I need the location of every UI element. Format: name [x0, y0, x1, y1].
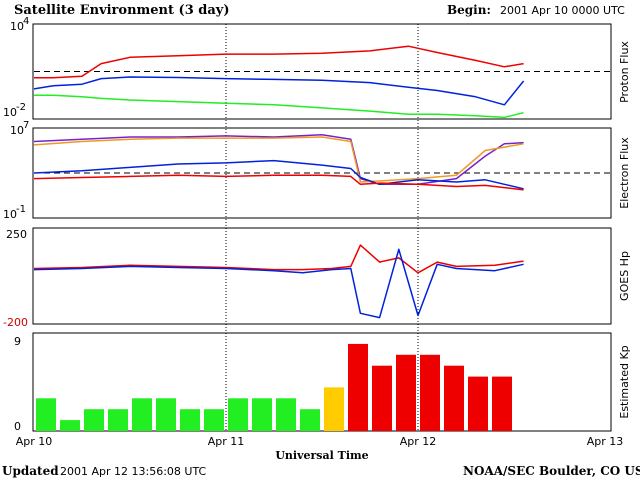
proton-series-green	[34, 94, 524, 119]
proton-ytick-bottom-exp: -2	[16, 102, 26, 113]
credit-text: NOAA/SEC Boulder, CO USA	[463, 464, 640, 478]
kp-bar	[156, 398, 176, 431]
kp-panel-label: Estimated Kp	[618, 345, 631, 418]
electron-series-orange	[33, 136, 524, 183]
electron-series-blue	[33, 159, 524, 190]
proton-panel-frame	[32, 23, 612, 120]
kp-bar	[492, 376, 512, 431]
proton-series-red	[34, 45, 524, 79]
xtick-apr10: Apr 10	[16, 435, 53, 448]
electron-ytick-top-base: 10	[10, 124, 24, 137]
xtick-apr11: Apr 11	[208, 435, 245, 448]
kp-bar	[468, 376, 488, 431]
updated-value: 2001 Apr 12 13:56:08 UTC	[60, 465, 207, 478]
x-axis-label: Universal Time	[275, 449, 368, 462]
goes-ytick-bottom: -200	[3, 316, 28, 329]
kp-bar	[444, 365, 464, 431]
xtick-apr13: Apr 13	[587, 435, 624, 448]
kp-bar	[396, 354, 416, 431]
goes-ytick-top: 250	[6, 228, 27, 241]
kp-ytick-top: 9	[14, 335, 21, 348]
chart-marks	[33, 45, 611, 431]
chart-title: Satellite Environment (3 day)	[14, 3, 229, 18]
proton-series-blue	[33, 76, 525, 106]
electron-panel-frame	[32, 127, 612, 219]
kp-bar	[132, 398, 152, 431]
goes_hp-series-red	[33, 244, 524, 274]
kp-ytick-bottom: 0	[14, 420, 21, 433]
electron-ytick-bottom-exp: -1	[16, 204, 26, 215]
electron-series-purple	[33, 134, 524, 186]
proton-panel-label: Proton Flux	[618, 41, 631, 103]
kp-bar	[180, 409, 200, 431]
kp-bar	[300, 409, 320, 431]
kp-bar	[84, 409, 104, 431]
kp-panel-frame	[32, 332, 612, 432]
electron-ytick-bottom-base: 10	[3, 208, 17, 221]
begin-value: 2001 Apr 10 0000 UTC	[500, 4, 625, 17]
day-separators	[225, 24, 419, 431]
updated-label: Updated	[2, 464, 59, 478]
goes-hp-panel-frame	[32, 227, 612, 325]
kp-bar	[36, 398, 56, 431]
kp-bar	[348, 343, 368, 431]
electron-series-red	[33, 174, 524, 191]
goes-hp-panel-label: GOES Hp	[618, 251, 631, 301]
kp-bar	[60, 420, 80, 431]
kp-bar	[204, 409, 224, 431]
xtick-apr12: Apr 12	[400, 435, 437, 448]
kp-bar	[108, 409, 128, 431]
proton-ytick-bottom-base: 10	[3, 106, 17, 119]
kp-bar	[252, 398, 272, 431]
electron-ytick-top-exp: 7	[23, 120, 29, 131]
kp-bar	[372, 365, 392, 431]
proton-ytick-top-exp: 4	[23, 16, 29, 27]
proton-ytick-top-base: 10	[10, 20, 24, 33]
electron-panel-label: Electron Flux	[618, 137, 631, 209]
kp-bar	[228, 398, 248, 431]
kp-bar	[276, 398, 296, 431]
kp-bar	[324, 387, 344, 431]
begin-label: Begin:	[447, 3, 491, 17]
goes_hp-series-blue	[33, 248, 524, 319]
kp-bar	[420, 354, 440, 431]
